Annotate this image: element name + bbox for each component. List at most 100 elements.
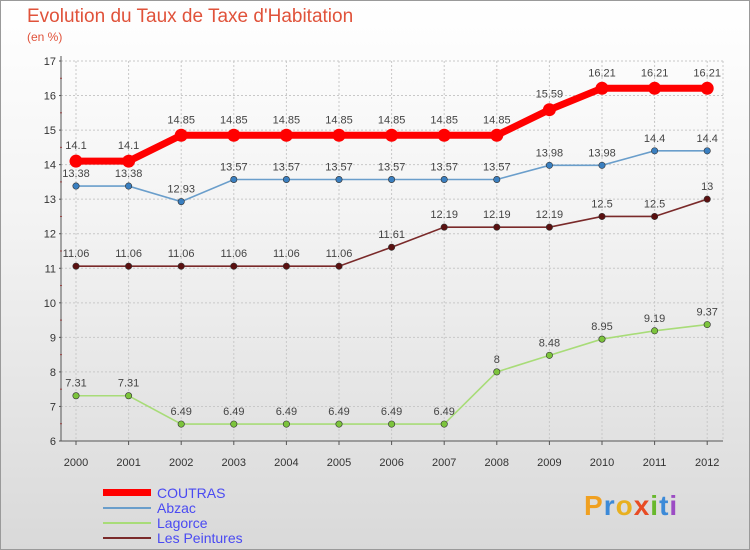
series-point-abzac [335,175,343,183]
data-label-abzac: 14.4 [696,133,717,145]
legend-label: COUTRAS [157,484,226,501]
data-label-lagorce: 6.49 [223,406,244,418]
legend-swatch [103,521,151,524]
series-point-lagorce [388,420,396,428]
y-tick-label: 8 [50,367,56,379]
data-label-abzac: 13.57 [483,161,511,173]
y-tick-label: 10 [44,298,56,310]
x-tick-label: 2003 [222,457,246,469]
data-label-abzac: 14.4 [644,133,665,145]
y-tick-label: 17 [44,56,56,68]
series-point-les-peintures [388,243,396,251]
data-label-coutras: 16.21 [693,67,721,79]
x-tick-label: 2008 [485,457,509,469]
data-label-lagorce: 8.95 [591,321,612,333]
data-label-abzac: 13.38 [115,168,143,180]
series-point-lagorce [125,392,133,400]
data-label-coutras: 14.1 [118,140,139,152]
series-point-coutras [227,128,241,142]
chart-data-labels: 11.06 11.06 11.06 11.06 11.06 11.06 11.61 12.19… [62,67,721,418]
y-tick-label: 11 [45,263,56,275]
series-point-les-peintures [545,223,553,231]
series-point-abzac [72,182,80,190]
series-point-lagorce [177,420,185,428]
series-point-coutras [279,128,293,142]
series-point-abzac [230,175,238,183]
data-label-les-peintures: 12.5 [591,198,612,210]
data-label-coutras: 16.21 [641,67,669,79]
data-label-les-peintures: 11.06 [326,248,353,260]
chart-series [69,81,714,428]
data-label-coutras: 14.1 [65,140,86,152]
x-tick-label: 2002 [169,457,193,469]
legend-swatch [103,506,151,509]
series-point-les-peintures [72,262,80,270]
data-label-les-peintures: 11.06 [115,248,142,260]
y-tick-label: 9 [50,332,56,344]
x-tick-label: 2007 [432,457,456,469]
data-label-coutras: 14.85 [220,114,248,126]
data-label-lagorce: 6.49 [433,406,454,418]
chart-unit-label: (en %) [27,30,63,44]
series-point-les-peintures [282,262,290,270]
data-label-lagorce: 9.37 [696,307,717,319]
series-point-abzac [440,175,448,183]
series-point-lagorce [335,420,343,428]
x-tick-label: 2005 [327,457,351,469]
logo-letter: t [659,490,670,521]
series-point-coutras [174,128,188,142]
data-label-lagorce: 6.49 [381,406,402,418]
chart-axes: 6 7 8 9 10 11 12 13 14 15 16 17 2000 2001 2002 2003 2004… [44,56,723,469]
y-tick-label: 6 [50,436,56,448]
data-label-lagorce: 7.31 [118,378,139,390]
x-tick-label: 2010 [590,457,614,469]
x-tick-label: 2009 [537,457,561,469]
series-point-abzac [598,161,606,169]
series-point-coutras [542,103,556,117]
chart-legend: COUTRAS Abzac Lagorce Les Peintures [103,484,243,546]
series-point-lagorce [493,368,501,376]
data-label-coutras: 14.85 [273,114,301,126]
series-point-lagorce [282,420,290,428]
series-point-coutras [385,128,399,142]
x-tick-label: 2001 [116,457,140,469]
data-label-les-peintures: 11.06 [273,248,300,260]
data-label-coutras: 14.85 [325,114,353,126]
logo-letter: i [669,490,679,521]
y-tick-label: 16 [44,91,56,103]
data-label-coutras: 15.59 [536,89,564,101]
data-label-lagorce: 8.48 [539,337,560,349]
legend-swatch [103,536,151,539]
series-point-coutras [700,81,714,95]
data-label-coutras: 14.85 [167,114,195,126]
data-label-les-peintures: 12.19 [536,209,564,221]
legend-label: Abzac [157,499,196,516]
data-label-lagorce: 6.49 [170,406,191,418]
y-tick-label: 7 [50,401,56,413]
x-tick-label: 2006 [379,457,403,469]
series-point-lagorce [230,420,238,428]
series-point-abzac [545,161,553,169]
data-label-les-peintures: 12.19 [483,209,511,221]
proxiti-logo: Proxiti [584,490,678,522]
logo-letter: x [633,490,651,521]
data-label-lagorce: 8 [494,354,500,366]
logo-letter: i [650,490,660,521]
data-label-abzac: 13.57 [378,161,406,173]
logo-letter: o [615,490,634,521]
legend-label: Les Peintures [157,529,243,546]
x-tick-label: 2011 [643,457,667,469]
series-point-abzac [388,175,396,183]
series-point-les-peintures [230,262,238,270]
data-label-coutras: 14.85 [378,114,406,126]
logo-letter: r [603,490,616,521]
series-point-coutras [648,81,662,95]
legend-swatch [103,489,151,496]
data-label-coutras: 14.85 [483,114,511,126]
data-label-coutras: 14.85 [430,114,458,126]
series-point-lagorce [72,392,80,400]
data-label-abzac: 13.57 [273,161,301,173]
series-point-lagorce [703,321,711,329]
data-label-les-peintures: 11.06 [63,248,90,260]
